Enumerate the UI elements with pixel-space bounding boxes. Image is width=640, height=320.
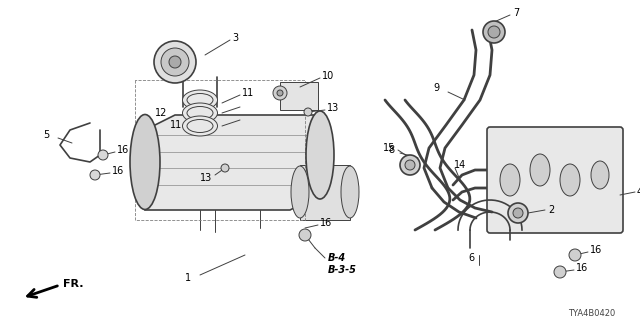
Text: 2: 2 — [548, 205, 554, 215]
Ellipse shape — [591, 161, 609, 189]
Ellipse shape — [154, 41, 196, 83]
Text: 16: 16 — [576, 263, 588, 273]
Ellipse shape — [130, 115, 160, 210]
Ellipse shape — [560, 164, 580, 196]
Ellipse shape — [341, 166, 359, 218]
Ellipse shape — [169, 56, 181, 68]
Circle shape — [90, 170, 100, 180]
Ellipse shape — [182, 116, 218, 136]
Circle shape — [508, 203, 528, 223]
Text: 6: 6 — [468, 253, 474, 263]
FancyBboxPatch shape — [487, 127, 623, 233]
Polygon shape — [145, 115, 320, 210]
Circle shape — [221, 164, 229, 172]
Text: 1: 1 — [185, 273, 191, 283]
Circle shape — [554, 266, 566, 278]
Ellipse shape — [530, 154, 550, 186]
Text: 11: 11 — [242, 88, 254, 98]
Circle shape — [405, 160, 415, 170]
Text: FR.: FR. — [63, 279, 83, 289]
Text: 3: 3 — [232, 33, 238, 43]
Ellipse shape — [500, 164, 520, 196]
Text: 7: 7 — [513, 8, 519, 18]
Ellipse shape — [182, 90, 218, 110]
Text: 5: 5 — [43, 130, 49, 140]
Text: 16: 16 — [117, 145, 129, 155]
Text: 4: 4 — [637, 187, 640, 197]
Text: 16: 16 — [320, 218, 332, 228]
Circle shape — [277, 90, 283, 96]
Text: 16: 16 — [112, 166, 124, 176]
Circle shape — [513, 208, 523, 218]
Text: 11: 11 — [170, 120, 182, 130]
Text: 15: 15 — [383, 143, 396, 153]
Circle shape — [569, 249, 581, 261]
Circle shape — [273, 86, 287, 100]
Text: 9: 9 — [433, 83, 439, 93]
Ellipse shape — [182, 103, 218, 123]
Text: 10: 10 — [322, 71, 334, 81]
Ellipse shape — [161, 48, 189, 76]
Circle shape — [400, 155, 420, 175]
Circle shape — [98, 150, 108, 160]
Circle shape — [304, 108, 312, 116]
Text: 16: 16 — [590, 245, 602, 255]
Ellipse shape — [306, 111, 334, 199]
Text: B-4: B-4 — [328, 253, 346, 263]
Ellipse shape — [291, 166, 309, 218]
Circle shape — [299, 229, 311, 241]
Text: 14: 14 — [454, 160, 467, 170]
Bar — [300, 165, 350, 220]
Text: 12: 12 — [155, 108, 168, 118]
Ellipse shape — [488, 26, 500, 38]
Ellipse shape — [483, 21, 505, 43]
Text: 8: 8 — [388, 145, 394, 155]
Text: 13: 13 — [200, 173, 212, 183]
Text: TYA4B0420: TYA4B0420 — [568, 308, 615, 317]
Bar — [280, 82, 318, 110]
Text: 13: 13 — [327, 103, 339, 113]
Text: B-3-5: B-3-5 — [328, 265, 357, 275]
